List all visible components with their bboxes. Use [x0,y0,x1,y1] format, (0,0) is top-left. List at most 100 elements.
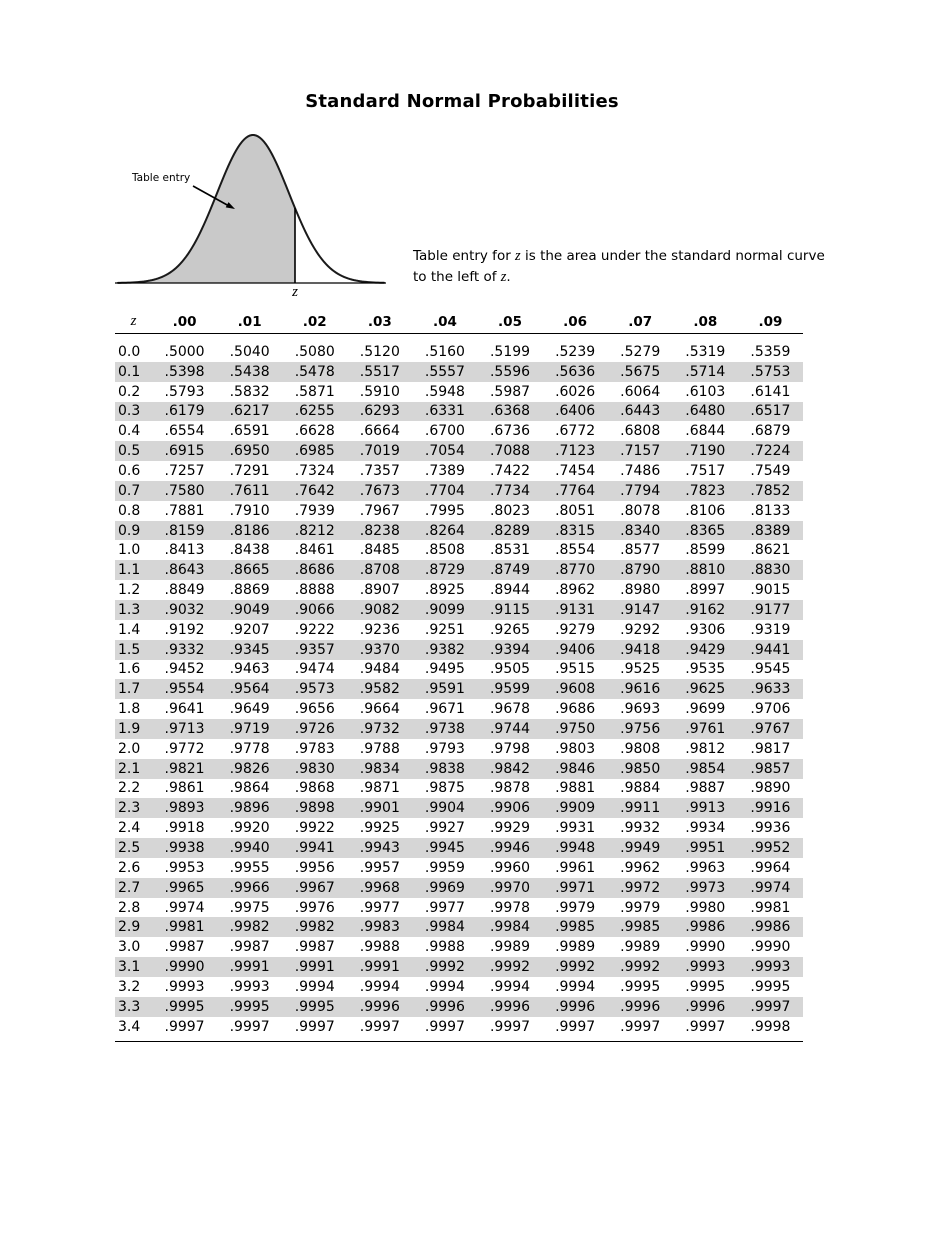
value-cell: .9887 [685,780,726,797]
value-cell: .8925 [424,582,465,599]
value-cell: .9997 [620,1018,661,1035]
value-cell: .9732 [359,720,400,737]
value-cell: .9989 [489,939,531,956]
value-cell: .7324 [294,462,335,479]
value-cell: .9418 [620,641,661,658]
value-cell: .9969 [424,879,465,896]
value-cell: .8749 [489,562,531,579]
value-cell: .8621 [750,542,791,559]
value-cell: .8133 [750,502,791,519]
column-header: .07 [607,311,673,334]
value-cell: .7291 [229,462,270,479]
column-header: .02 [282,311,348,334]
z-cell: 1.1 [118,562,141,579]
value-cell: .9846 [555,760,596,777]
value-cell: .9949 [620,840,661,857]
normal-curve-path [117,134,385,284]
value-cell: .9901 [359,800,400,817]
z-cell: 0.3 [118,403,141,420]
value-cell: .9991 [294,959,335,976]
value-cell: .8729 [424,562,465,579]
z-cell: 0.6 [118,462,141,479]
value-cell: .7389 [424,462,465,479]
value-cell: .5160 [424,343,465,360]
value-cell: .9971 [555,879,596,896]
value-cell: .9332 [164,641,205,658]
standard-normal-table: z .00.01.02.03.04.05.06.07.08.09 0.0 .5000… [115,311,803,1042]
value-cell: .6554 [164,423,205,440]
caption-line-1: Table entry for z is the area under the … [413,246,833,267]
value-cell: .7704 [424,482,465,499]
value-cell: .9162 [685,601,726,618]
value-cell: .9993 [229,978,270,995]
value-cell: .9974 [164,899,205,916]
table-row: 3.4 .9997 .9997 .9997 .9997 .9997 .9997 .9997 .9… [115,1017,803,1041]
value-cell: .9015 [750,582,791,599]
value-cell: .9842 [489,760,531,777]
value-cell: .9857 [750,760,791,777]
value-cell: .5279 [620,343,661,360]
value-cell: .8186 [229,522,270,539]
value-cell: .6517 [750,403,791,420]
value-cell: .9994 [489,978,531,995]
table-row: 2.1 .9821 .9826 .9830 .9834 .9838 .9842 .9846 .9… [115,758,803,779]
z-cell: 3.4 [118,1018,141,1035]
value-cell: .9984 [424,919,465,936]
value-cell: .7054 [424,443,465,460]
value-cell: .5239 [555,343,596,360]
value-cell: .6844 [685,423,726,440]
value-cell: .9973 [685,879,726,896]
value-cell: .9893 [164,800,205,817]
value-cell: .9996 [555,998,596,1015]
value-cell: .6368 [489,403,531,420]
z-cell: 1.2 [118,582,141,599]
value-cell: .6772 [555,423,596,440]
value-cell: .8810 [685,562,726,579]
value-cell: .9995 [229,998,270,1015]
value-cell: .7257 [164,462,205,479]
value-cell: .9975 [229,899,270,916]
z-variable: z [515,248,521,264]
value-cell: .7734 [489,482,531,499]
table-row: 2.0 .9772 .9778 .9783 .9788 .9793 .9798 .9803 .9… [115,739,803,759]
value-cell: .9545 [750,661,791,678]
value-cell: .9864 [229,780,270,797]
value-cell: .7764 [555,482,596,499]
value-cell: .9997 [229,1018,270,1035]
value-cell: .9236 [359,621,400,638]
value-cell: .9904 [424,800,465,817]
value-cell: .9192 [164,621,205,638]
value-cell: .9115 [489,601,531,618]
value-cell: .9965 [164,879,205,896]
value-cell: .8997 [685,582,726,599]
z-cell: 0.8 [118,502,141,519]
value-cell: .9319 [750,621,791,638]
table-row: 1.5 .9332 .9345 .9357 .9370 .9382 .9394 .9406 .9… [115,639,803,660]
z-cell: 2.2 [118,780,141,797]
value-cell: .8888 [294,582,335,599]
value-cell: .7517 [685,462,726,479]
value-cell: .8264 [424,522,465,539]
table-row: 0.4 .6554 .6591 .6628 .6664 .6700 .6736 .6772 .6… [115,421,803,441]
z-cell: 2.5 [118,840,141,857]
value-cell: .9719 [229,720,270,737]
value-cell: .8643 [164,562,205,579]
value-cell: .6293 [359,403,400,420]
value-cell: .8770 [555,562,596,579]
value-cell: .9834 [359,760,400,777]
value-cell: .9983 [359,919,400,936]
value-cell: .9941 [294,840,335,857]
table-row: 0.7 .7580 .7611 .7642 .7673 .7704 .7734 .7764 .7… [115,480,803,501]
value-cell: .9699 [685,701,726,718]
value-cell: .9582 [359,681,400,698]
value-cell: .5478 [294,363,335,380]
value-cell: .9131 [555,601,596,618]
value-cell: .7967 [359,502,400,519]
z-cell: 1.9 [118,720,141,737]
value-cell: .9875 [424,780,465,797]
value-cell: .9706 [750,701,791,718]
shaded-area-left-of-z [118,135,295,283]
value-cell: .9981 [750,899,791,916]
z-cell: 2.3 [118,800,141,817]
value-cell: .8599 [685,542,726,559]
